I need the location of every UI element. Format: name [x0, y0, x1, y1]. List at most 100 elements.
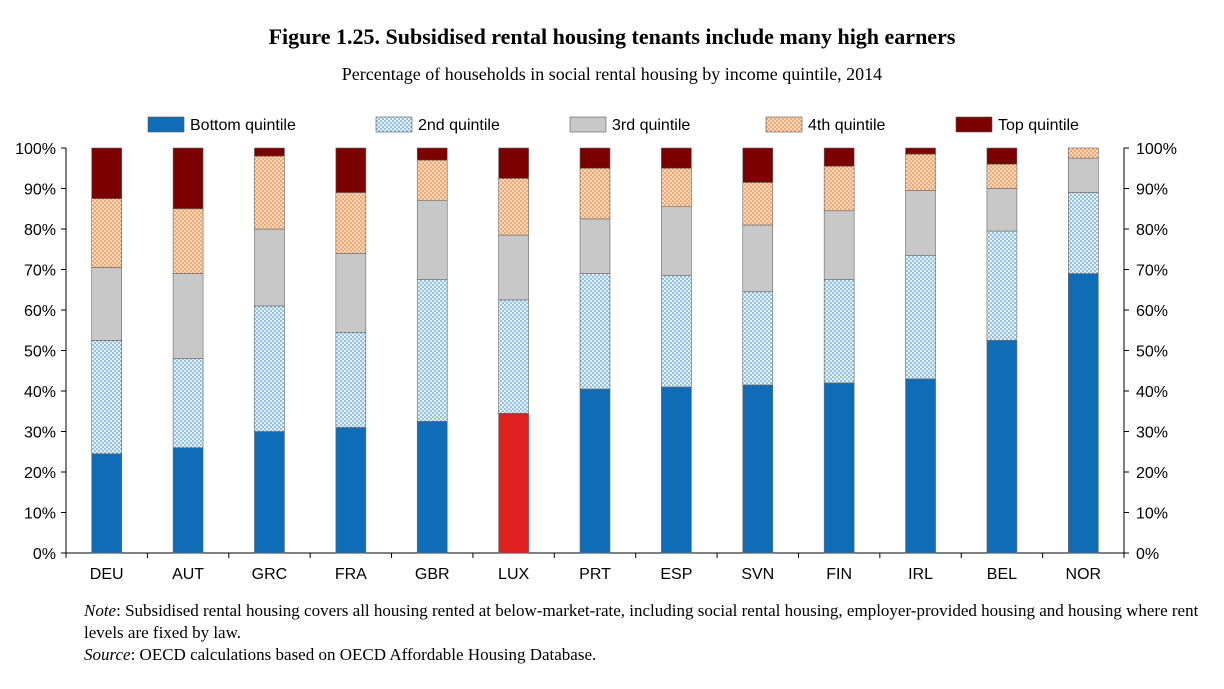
bar-segment-irl-2: [905, 255, 936, 380]
bars: DEU AUT GRC FRA GBR LUX PRT ESP SVN FIN IRL BEL NOR: [90, 147, 1102, 583]
note-label: Note: [84, 601, 117, 620]
bar-segment-prt-1: [579, 388, 611, 554]
bar-segment-fra-2: [335, 331, 367, 428]
notes: Note: Subsidised rental housing covers a…: [84, 600, 1204, 666]
bar-segment-aut-4: [172, 208, 204, 274]
y-tick-label-right: 50%: [1136, 344, 1168, 361]
y-tick-label-left: 20%: [24, 465, 56, 482]
bar-segment-bel-1: [986, 340, 1018, 554]
legend-label-2: 2nd quintile: [418, 117, 500, 134]
bar-segment-bel-3: [986, 188, 1018, 232]
bar-segment-fin-4: [823, 165, 855, 212]
bar-segment-gbr-5: [416, 147, 448, 161]
bar-segment-nor-1: [1068, 273, 1099, 554]
bar-segment-lux-2: [498, 299, 529, 414]
bar-segment-lux-4: [498, 178, 529, 236]
bar-segment-lux-5: [498, 147, 529, 179]
y-tick-label-right: 30%: [1136, 425, 1168, 442]
y-tick-label-left: 30%: [24, 425, 56, 442]
bar-segment-deu-1: [91, 453, 122, 554]
y-tick-label-right: 70%: [1136, 263, 1168, 280]
bar-segment-fin-2: [823, 279, 855, 384]
source-label: Source: [84, 645, 131, 664]
bar-segment-prt-3: [579, 218, 611, 274]
bar-segment-irl-1: [905, 378, 936, 554]
bar-segment-grc-1: [254, 431, 285, 554]
x-tick-label-prt: PRT: [579, 566, 611, 583]
bar-segment-grc-2: [254, 305, 285, 432]
legend-swatch-2: [375, 116, 413, 133]
x-tick-label-esp: ESP: [660, 566, 692, 583]
chart-subtitle: Percentage of households in social renta…: [341, 64, 883, 84]
x-tick-label-svn: SVN: [741, 566, 774, 583]
x-tick-label-fra: FRA: [335, 566, 367, 583]
y-tick-label-left: 70%: [24, 263, 56, 280]
bar-segment-nor-4: [1068, 147, 1099, 159]
bar-segment-svn-5: [742, 147, 774, 183]
bar-segment-svn-3: [742, 224, 774, 293]
x-tick-label-fin: FIN: [826, 566, 852, 583]
bar-segment-deu-2: [91, 340, 122, 455]
bar-segment-grc-5: [254, 147, 285, 157]
bar-segment-deu-5: [91, 147, 122, 199]
x-tick-label-nor: NOR: [1066, 566, 1102, 583]
y-tick-label-right: 10%: [1136, 506, 1168, 523]
bar-segment-svn-1: [742, 384, 774, 554]
bar-segment-gbr-4: [416, 159, 448, 201]
legend-swatch-1: [147, 116, 185, 133]
chart-title: Figure 1.25. Subsidised rental housing t…: [268, 24, 956, 49]
x-tick-label-aut: AUT: [172, 566, 204, 583]
bar-segment-lux-1: [498, 412, 529, 554]
y-tick-label-right: 100%: [1136, 141, 1177, 158]
bar-segment-fra-3: [335, 253, 367, 333]
y-tick-label-left: 90%: [24, 182, 56, 199]
stacked-bar-chart: Bottom quintile 2nd quintile 3rd quintile 4…: [15, 116, 1177, 583]
bar-segment-deu-4: [91, 198, 122, 268]
bar-segment-aut-2: [172, 358, 204, 449]
bar-segment-prt-4: [579, 167, 611, 220]
x-tick-label-lux: LUX: [498, 566, 529, 583]
y-tick-label-left: 10%: [24, 506, 56, 523]
x-tick-label-deu: DEU: [90, 566, 124, 583]
bar-segment-aut-3: [172, 273, 204, 359]
bar-segment-irl-5: [905, 147, 936, 155]
bar-segment-fra-4: [335, 192, 367, 254]
bar-segment-nor-3: [1068, 157, 1099, 193]
bar-segment-grc-3: [254, 228, 285, 307]
bar-segment-prt-2: [579, 273, 611, 390]
bar-segment-irl-3: [905, 190, 936, 256]
bar-segment-aut-5: [172, 147, 204, 210]
bar-segment-svn-4: [742, 182, 774, 226]
bar-segment-esp-3: [661, 206, 692, 276]
bar-segment-gbr-3: [416, 200, 448, 280]
legend-swatch-5: [955, 116, 993, 133]
bar-segment-bel-4: [986, 163, 1018, 189]
bar-segment-fin-5: [823, 147, 855, 167]
legend-swatch-4: [765, 116, 803, 133]
source-text: : OECD calculations based on OECD Afford…: [130, 645, 597, 664]
bar-segment-prt-5: [579, 147, 611, 169]
bar-segment-bel-2: [986, 230, 1018, 341]
note-line: Note: Subsidised rental housing covers a…: [84, 600, 1204, 644]
legend-label-4: 4th quintile: [808, 117, 885, 134]
bar-segment-esp-2: [661, 275, 692, 388]
bar-segment-fra-1: [335, 427, 367, 554]
bar-segment-fin-3: [823, 210, 855, 280]
bar-segment-svn-2: [742, 291, 774, 386]
legend-label-3: 3rd quintile: [612, 117, 690, 134]
bar-segment-aut-1: [172, 447, 204, 554]
y-tick-label-right: 20%: [1136, 465, 1168, 482]
bar-segment-gbr-1: [416, 421, 448, 554]
y-tick-label-right: 90%: [1136, 182, 1168, 199]
x-tick-label-gbr: GBR: [415, 566, 450, 583]
legend-swatch-3: [569, 116, 607, 133]
bar-segment-irl-4: [905, 153, 936, 191]
bar-segment-fin-1: [823, 382, 855, 554]
bar-segment-deu-3: [91, 267, 122, 341]
legend-label-5: Top quintile: [998, 117, 1079, 134]
bar-segment-esp-4: [661, 167, 692, 208]
y-tick-label-left: 50%: [24, 344, 56, 361]
legend: Bottom quintile 2nd quintile 3rd quintile 4…: [147, 116, 1079, 134]
x-tick-label-bel: BEL: [987, 566, 1017, 583]
bar-segment-nor-2: [1068, 192, 1099, 274]
